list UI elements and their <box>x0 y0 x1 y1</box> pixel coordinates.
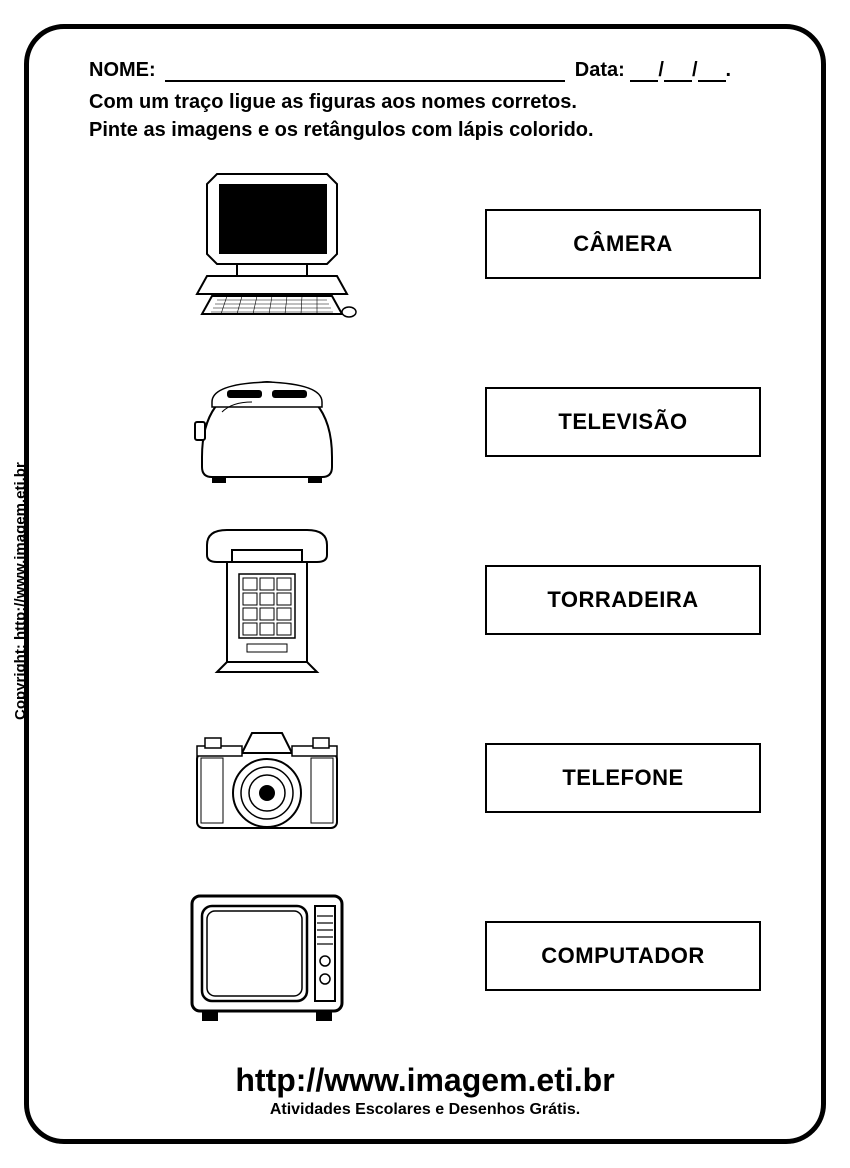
image-toaster <box>129 342 405 502</box>
footer: http://www.imagem.eti.br Atividades Esco… <box>29 1062 821 1119</box>
name-blank[interactable] <box>165 80 565 82</box>
label-text: CÂMERA <box>573 231 673 257</box>
computer-icon <box>177 164 357 324</box>
date-sep-1: / <box>658 59 664 81</box>
label-text: COMPUTADOR <box>541 943 704 969</box>
television-icon <box>177 881 357 1031</box>
image-computer <box>129 164 405 324</box>
date-blank-2[interactable] <box>664 80 692 82</box>
label-text: TORRADEIRA <box>547 587 698 613</box>
date-label: Data: <box>575 59 625 81</box>
footer-tagline: Atividades Escolares e Desenhos Grátis. <box>29 1101 821 1119</box>
date-blank-3[interactable] <box>698 80 726 82</box>
label-box: CÂMERA <box>485 209 761 279</box>
instructions: Com um traço ligue as figuras aos nomes … <box>89 88 781 144</box>
toaster-icon <box>177 352 357 492</box>
activity-grid: CÂMERA TELEVISÃO <box>129 164 761 1036</box>
label-box: TELEFONE <box>485 743 761 813</box>
label-text: TELEVISÃO <box>558 409 687 435</box>
instruction-line-2: Pinte as imagens e os retângulos com láp… <box>89 116 781 144</box>
date-sep-2: / <box>692 59 698 81</box>
telephone-icon <box>177 520 357 680</box>
date-blank-1[interactable] <box>630 80 658 82</box>
label-box: TELEVISÃO <box>485 387 761 457</box>
camera-icon <box>177 708 357 848</box>
instruction-line-1: Com um traço ligue as figuras aos nomes … <box>89 88 781 116</box>
image-telephone <box>129 520 405 680</box>
label-box: TORRADEIRA <box>485 565 761 635</box>
image-camera <box>129 698 405 858</box>
footer-url: http://www.imagem.eti.br <box>29 1062 821 1099</box>
worksheet-frame: NOME: Data: / /. Com um traço ligue as fi… <box>24 24 826 1144</box>
image-television <box>129 876 405 1036</box>
header-line: NOME: Data: / /. <box>89 59 781 82</box>
name-label: NOME: <box>89 59 156 81</box>
date-end: . <box>726 59 732 81</box>
label-text: TELEFONE <box>562 765 683 791</box>
label-box: COMPUTADOR <box>485 921 761 991</box>
